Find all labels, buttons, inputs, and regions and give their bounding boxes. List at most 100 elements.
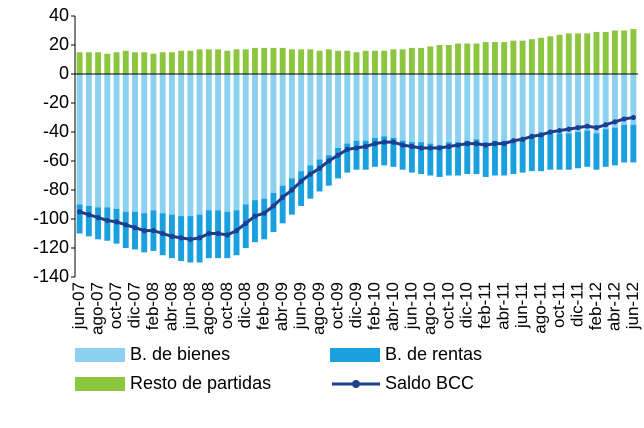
x-tick-label: jun-12 xyxy=(623,282,642,330)
line-marker xyxy=(104,217,110,224)
bar xyxy=(187,50,194,74)
bar xyxy=(95,52,102,74)
bar xyxy=(353,52,360,74)
bar xyxy=(436,145,443,177)
line-marker xyxy=(436,145,443,151)
bar xyxy=(196,74,203,215)
bar xyxy=(621,124,628,163)
bar xyxy=(565,74,572,134)
line-marker xyxy=(427,145,433,151)
bar xyxy=(445,45,452,74)
legend-swatch xyxy=(330,348,380,362)
bar xyxy=(270,74,277,193)
line-marker xyxy=(206,230,212,237)
bar xyxy=(196,49,203,74)
line-marker xyxy=(353,145,360,151)
bar xyxy=(556,74,563,134)
line-marker xyxy=(289,187,295,193)
bar xyxy=(252,47,258,74)
bar xyxy=(95,207,102,240)
bar xyxy=(427,74,434,144)
x-tick-label: dic-07 xyxy=(124,282,143,328)
line-marker xyxy=(215,230,221,237)
line-marker xyxy=(483,142,489,148)
x-tick-label: oct-11 xyxy=(549,282,568,328)
bar xyxy=(85,52,92,74)
line-marker xyxy=(520,136,526,142)
bar xyxy=(178,50,185,74)
bar xyxy=(168,52,175,74)
bar xyxy=(464,74,471,141)
bar xyxy=(575,132,581,169)
x-tick-label: oct-08 xyxy=(217,282,236,329)
bar xyxy=(538,74,545,135)
bar xyxy=(510,74,517,140)
line-marker xyxy=(372,141,378,147)
line-marker xyxy=(566,126,572,132)
bar xyxy=(418,142,425,175)
bar xyxy=(390,74,397,138)
bar xyxy=(519,40,526,74)
x-tick-label: ago-11 xyxy=(531,282,550,334)
bar xyxy=(288,74,295,179)
bar xyxy=(455,74,461,143)
bar xyxy=(602,129,609,167)
bar xyxy=(455,43,461,74)
x-tick-label: dic-09 xyxy=(346,282,365,328)
bar xyxy=(418,47,425,74)
bar xyxy=(584,130,591,167)
line-marker xyxy=(298,178,304,184)
bar xyxy=(381,74,388,137)
line-marker xyxy=(187,236,193,242)
bar xyxy=(491,42,498,74)
line-marker xyxy=(326,158,332,164)
bar xyxy=(325,49,332,74)
bar xyxy=(178,74,185,217)
bar xyxy=(298,171,305,206)
bar xyxy=(519,137,526,173)
bar xyxy=(575,74,581,132)
x-tick-label: ago-07 xyxy=(88,282,107,335)
x-tick-label: feb-08 xyxy=(143,282,162,330)
bar xyxy=(224,74,231,212)
bar xyxy=(473,139,480,175)
x-tick-label: jun-08 xyxy=(180,282,199,330)
bar xyxy=(556,34,563,74)
bar xyxy=(630,29,637,74)
bar xyxy=(113,74,120,209)
bar xyxy=(584,74,591,131)
bar xyxy=(362,140,369,170)
bar xyxy=(205,74,212,211)
y-tick-label: -60 xyxy=(43,150,69,170)
bar xyxy=(399,49,406,74)
bar xyxy=(399,140,406,170)
bar xyxy=(593,31,600,74)
line-marker xyxy=(160,230,166,237)
bar xyxy=(630,74,637,125)
bar xyxy=(316,50,323,74)
bar xyxy=(491,140,498,176)
bar xyxy=(104,53,111,74)
bar xyxy=(602,31,609,74)
y-tick-label: -80 xyxy=(43,179,69,199)
y-tick-label: 40 xyxy=(49,5,69,25)
bar xyxy=(215,49,222,74)
bar xyxy=(224,50,231,74)
legend-label: B. de rentas xyxy=(385,344,482,364)
bar xyxy=(279,47,286,74)
bar xyxy=(491,74,498,141)
line-marker xyxy=(603,122,609,128)
bar xyxy=(611,30,618,74)
bar xyxy=(611,74,618,128)
line-marker xyxy=(113,219,120,225)
line-marker xyxy=(575,125,581,131)
bar xyxy=(445,74,452,143)
legend-swatch xyxy=(75,377,125,391)
bar xyxy=(76,74,83,205)
bar xyxy=(390,49,397,74)
line-marker xyxy=(556,127,563,134)
bar xyxy=(510,139,517,175)
x-tick-label: dic-08 xyxy=(235,282,254,328)
bar xyxy=(362,74,369,141)
